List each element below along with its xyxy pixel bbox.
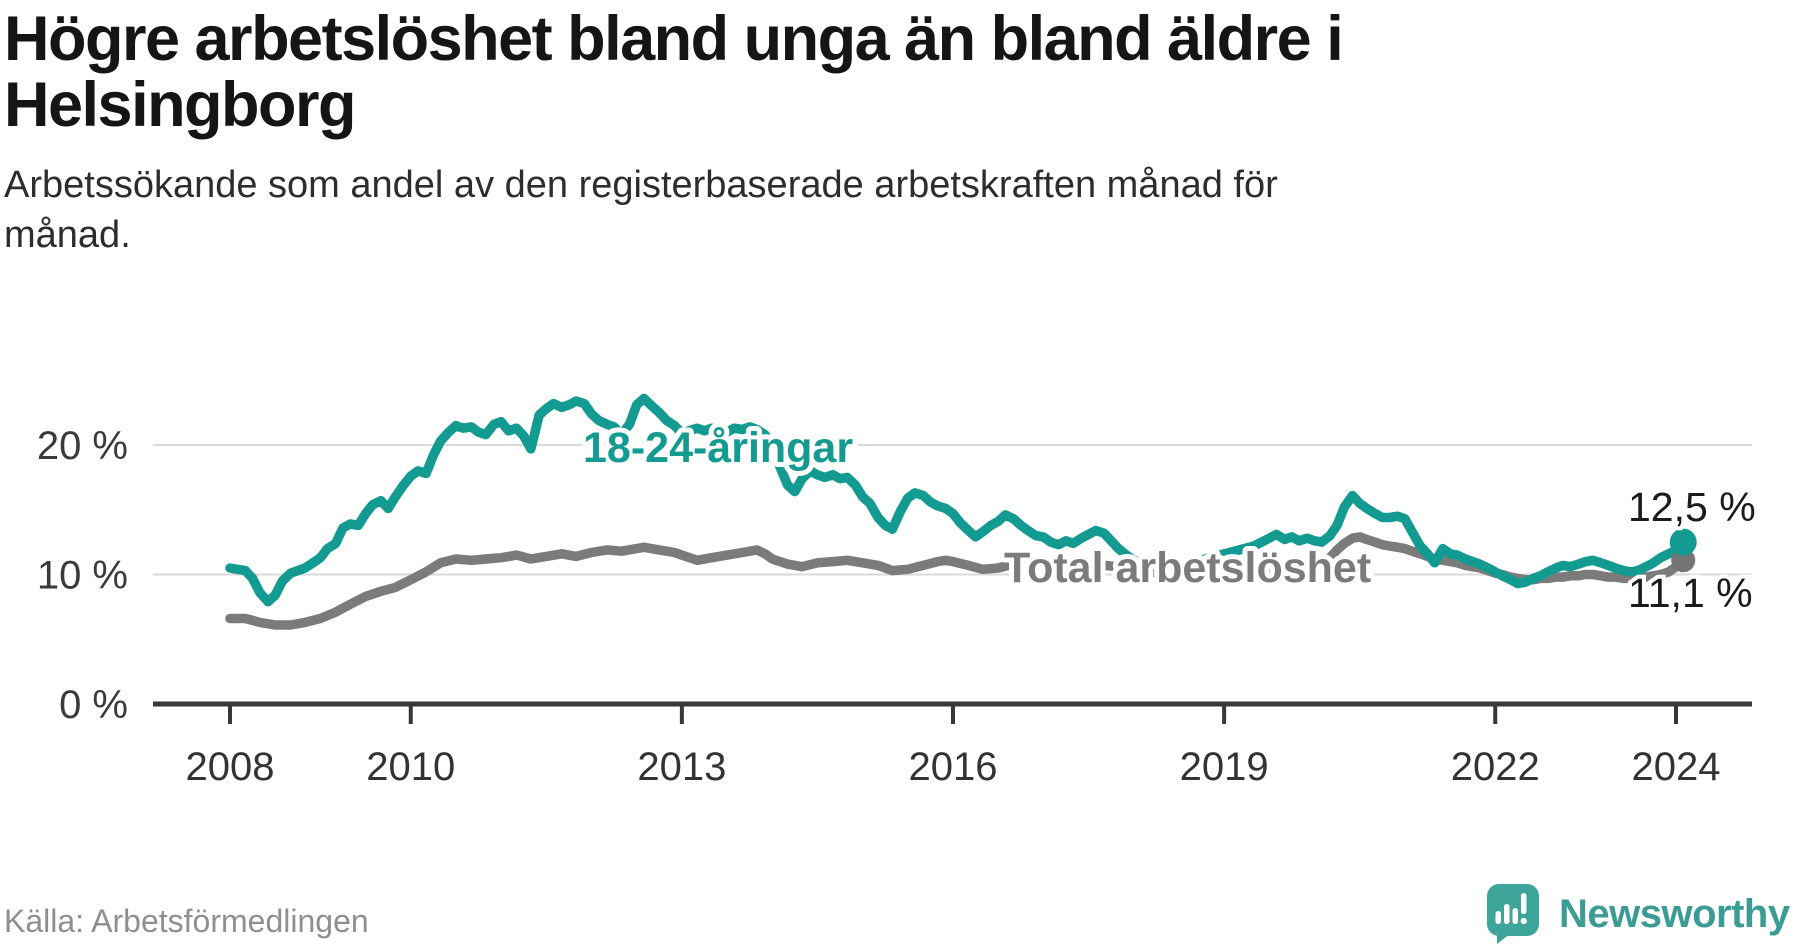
x-tick-label: 2013 [637, 745, 726, 789]
newsworthy-logo-icon [1487, 884, 1539, 944]
chart-title-line1: Högre arbetslöshet bland unga än bland ä… [4, 4, 1344, 74]
series-label-total: Total arbetslöshet [1004, 544, 1371, 592]
end-dot-young [1669, 528, 1697, 556]
chart-area: 20 % 10 % 0 % 2008 2010 2013 2016 2019 2022 2024 1… [0, 330, 1800, 810]
series-label-young: 18-24-åringar [583, 424, 853, 472]
end-label-young: 12,5 % [1628, 484, 1756, 530]
x-tick-label: 2016 [909, 745, 998, 789]
y-tick-label: 10 % [37, 554, 128, 598]
unemployment-line-chart: 20 % 10 % 0 % 2008 2010 2013 2016 2019 2022 2024 1… [37, 393, 1760, 789]
end-label-total: 11,1 % [1628, 570, 1753, 616]
chart-title-line2: Helsingborg [4, 70, 357, 140]
bar-2 [1504, 904, 1510, 924]
x-tick-label: 2010 [366, 745, 455, 789]
x-tick-label: 2019 [1180, 745, 1269, 789]
y-axis-labels: 20 % 10 % 0 % [37, 424, 128, 727]
series-line-total [225, 532, 1688, 630]
y-tick-label: 20 % [37, 424, 128, 468]
source-note: Källa: Arbetsförmedlingen [4, 903, 369, 939]
x-tick-label: 2024 [1632, 745, 1721, 789]
series-line-young [225, 393, 1688, 607]
brand-name: Newsworthy [1559, 892, 1790, 936]
bar-1 [1495, 911, 1501, 924]
chart-subtitle-line2: månad. [4, 214, 131, 256]
newsworthy-brand: Newsworthy [1487, 884, 1790, 946]
end-dot-total [1671, 548, 1696, 573]
bar-3 [1512, 908, 1518, 924]
chart-subtitle: Arbetssökande som andel av den registerb… [4, 160, 1504, 260]
y-tick-label: 0 % [59, 683, 128, 727]
chart-title: Högre arbetslöshet bland unga än bland ä… [4, 6, 1764, 138]
exclamation-bar [1521, 893, 1527, 914]
x-axis: 2008 2010 2013 2016 2019 2022 2024 [153, 701, 1752, 789]
chart-subtitle-line1: Arbetssökande som andel av den registerb… [4, 164, 1278, 206]
x-tick-label: 2022 [1451, 745, 1540, 789]
x-tick-label: 2008 [186, 745, 275, 789]
exclamation-dot [1520, 917, 1527, 925]
